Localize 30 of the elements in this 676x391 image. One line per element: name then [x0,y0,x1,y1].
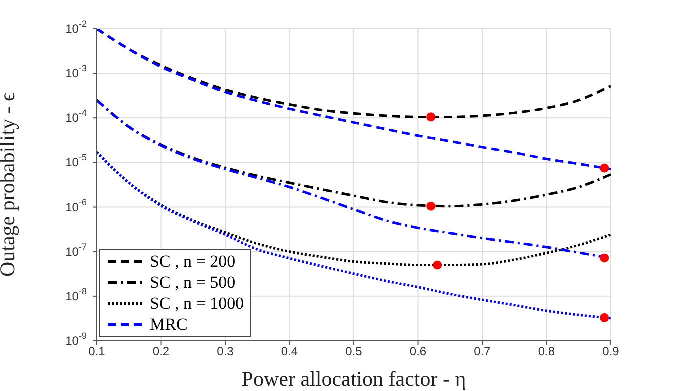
legend-label: MRC [150,314,188,335]
point [433,260,442,270]
x-axis-title: Power allocation factor - η [242,367,466,391]
x-tick-label: 0.9 [602,344,620,359]
y-tick-label: 10$^{-4}$ [66,108,87,126]
y-tick-label: 10$^{-8}$ [66,286,87,304]
y-tick-label: 10$^{-5}$ [66,152,87,170]
point [600,254,610,263]
point [426,202,436,211]
point [600,313,610,322]
x-tick-label: 0.8 [538,344,556,359]
y-tick-label: 10$^{-6}$ [66,197,87,214]
y-tick-label: 10$^{-3}$ [66,64,87,81]
line-series [97,151,611,320]
x-tick-label: 0.1 [88,344,106,359]
x-tick-label: 0.2 [152,344,170,359]
x-tick-label: 0.5 [346,344,363,359]
legend-label: SC , n = 1000 [150,293,244,314]
y-tick-label: 10$^{-7}$ [66,242,87,259]
y-tick-label: 10$^{-2}$ [66,19,87,36]
x-tick-label: 0.6 [410,344,427,359]
x-tick-label: 0.4 [281,344,298,359]
x-tick-label: 0.7 [474,344,492,359]
x-tick-label: 0.3 [217,344,234,359]
point [600,164,610,173]
point [426,112,436,122]
legend-label: SC , n = 500 [150,272,236,293]
y-axis-title: Outage probability - ϵ [0,92,20,278]
legend-label: SC , n = 200 [150,251,236,272]
y-tick-label: 10$^{-9}$ [66,331,87,348]
